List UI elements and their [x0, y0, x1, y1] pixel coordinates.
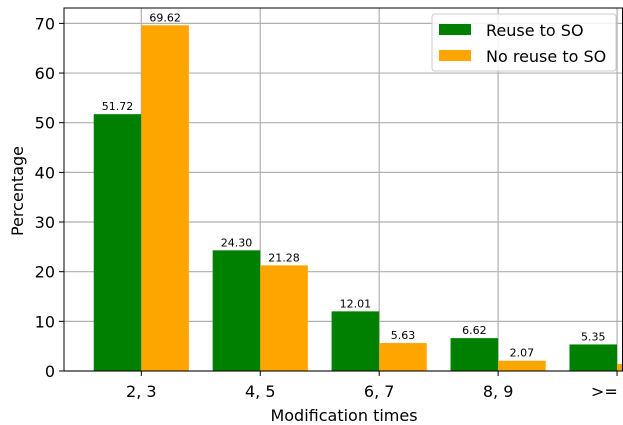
x-tick-label: >= 10	[591, 382, 623, 401]
y-tick-label: 0	[45, 362, 55, 381]
y-tick-label: 70	[35, 14, 55, 33]
y-axis-title: Percentage	[8, 146, 27, 236]
bar-value-label: 5.63	[391, 329, 416, 342]
y-tick-label: 20	[35, 263, 55, 282]
x-tick-label: 8, 9	[483, 382, 514, 401]
bar-value-label: 5.35	[581, 330, 606, 343]
bar-no-reuse	[617, 364, 623, 371]
bar-reuse	[212, 250, 261, 371]
bar-no-reuse	[141, 25, 189, 372]
bar-reuse	[331, 311, 380, 371]
bar-value-label: 69.62	[149, 11, 181, 24]
bar-value-label: 12.01	[340, 297, 372, 310]
legend-frame	[431, 13, 617, 72]
bar-value-label: 51.72	[102, 100, 134, 113]
bar-reuse	[450, 338, 499, 371]
y-tick-label: 50	[35, 114, 55, 133]
x-tick-label: 2, 3	[126, 382, 157, 401]
bar-value-label: 21.28	[268, 251, 300, 264]
y-tick-label: 10	[35, 312, 55, 331]
y-tick-label: 60	[35, 64, 55, 83]
bar-no-reuse	[379, 343, 427, 371]
legend-swatch-reuse	[439, 24, 471, 35]
bar-reuse	[93, 114, 142, 371]
y-tick-label: 40	[35, 163, 55, 182]
x-tick-label: 4, 5	[245, 382, 276, 401]
x-axis-title: Modification times	[270, 406, 417, 425]
legend-swatch-no-reuse	[439, 50, 471, 61]
legend: Reuse to SO No reuse to SO	[431, 13, 617, 72]
legend-label-no-reuse: No reuse to SO	[486, 47, 606, 66]
bar-no-reuse	[498, 360, 546, 371]
y-tick-label: 30	[35, 213, 55, 232]
tick-labels: 0 10 20 30 40 50 60 70 2, 3 4, 5 6, 7 8, 9 >= 10	[35, 14, 623, 401]
legend-label-reuse: Reuse to SO	[486, 21, 584, 40]
x-tick-label: 6, 7	[364, 382, 395, 401]
bar-value-label: 24.30	[221, 236, 253, 249]
bar-value-label: 6.62	[462, 324, 487, 337]
bars	[93, 25, 623, 372]
data-labels: 51.72 24.30 12.01 6.62 5.35 69.62 21.28 5.63 2.0…	[102, 11, 606, 360]
bar-value-label: 2.07	[510, 347, 535, 360]
bar-reuse	[569, 344, 618, 371]
bar-no-reuse	[260, 265, 308, 371]
